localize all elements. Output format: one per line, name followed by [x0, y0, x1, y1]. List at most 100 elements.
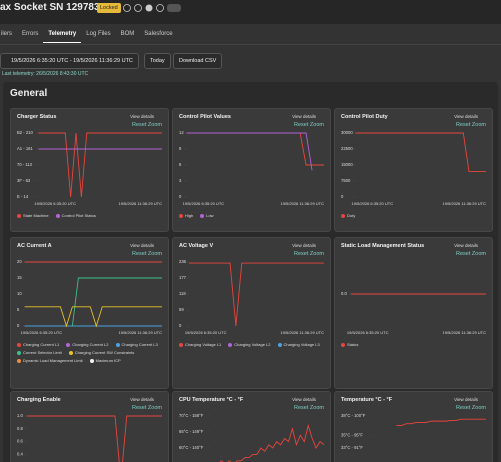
- reset-zoom[interactable]: Reset Zoom: [132, 122, 162, 128]
- view-details[interactable]: View details: [130, 114, 154, 119]
- date-range[interactable]: 19/5/2026 6:35:20 UTC - 19/5/2026 11:36:…: [0, 53, 139, 69]
- y-tick-label: 236: [179, 259, 187, 264]
- y-tick-label: 70°C - 158°F: [179, 413, 204, 418]
- reset-zoom[interactable]: Reset Zoom: [456, 251, 486, 257]
- y-tick-label: 1.0: [17, 413, 23, 418]
- legend-item[interactable]: Status: [341, 342, 358, 347]
- x-tick-label: 19/5/2026 11:36:29 UTC: [442, 201, 486, 206]
- view-details[interactable]: View details: [454, 114, 478, 119]
- y-tick-label: B2 - 210: [17, 130, 34, 135]
- legend-label: High: [185, 213, 194, 218]
- page-title: ax Socket SN 1297837: [0, 2, 106, 13]
- legend-item[interactable]: High: [179, 213, 193, 218]
- legend-dot: [89, 358, 94, 363]
- card-title: Control Pilot Values: [179, 114, 231, 120]
- y-tick-label: 0: [341, 194, 344, 199]
- card-title: AC Voltage V: [179, 243, 214, 249]
- legend-dot: [179, 213, 183, 218]
- y-tick-label: 0: [17, 323, 20, 328]
- view-details[interactable]: View details: [292, 397, 316, 402]
- y-tick-label: 10: [17, 291, 22, 296]
- legend-label: Status: [347, 342, 359, 347]
- chart-card: CPU Temperature °C - °F View details Reset…: [172, 391, 331, 462]
- legend-label: Low: [206, 213, 214, 218]
- legend: Charging Current L1 Charging Current L2 Ch…: [17, 342, 162, 363]
- y-tick-label: 33°C - 91°F: [341, 445, 363, 450]
- legend-label: Charging Current L3: [121, 342, 158, 347]
- reset-zoom[interactable]: Reset Zoom: [294, 251, 324, 257]
- legend-dot: [66, 342, 71, 347]
- legend-item[interactable]: Charging Current L3: [115, 342, 158, 347]
- y-tick-label: 0.4: [17, 452, 23, 457]
- plot: 236 177 118 59 0: [179, 259, 324, 328]
- legend-item[interactable]: Charging Voltage L2: [228, 342, 271, 347]
- y-tick-label: 12: [179, 130, 184, 135]
- legend-dot: [17, 350, 21, 355]
- reset-zoom[interactable]: Reset Zoom: [132, 251, 162, 257]
- view-details[interactable]: View details: [292, 243, 316, 248]
- legend-item[interactable]: Charging Current L2: [66, 342, 109, 347]
- tab[interactable]: ilers: [1, 31, 13, 37]
- today-button[interactable]: Today: [144, 53, 171, 69]
- y-tick-label: 3F - 63: [17, 178, 31, 183]
- legend-label: State Machine: [23, 213, 49, 218]
- legend-label: Charging Voltage L1: [185, 342, 222, 347]
- legend-item[interactable]: Charging Voltage L1: [179, 342, 221, 347]
- view-details[interactable]: View details: [292, 114, 316, 119]
- download-button[interactable]: Download CSV: [173, 53, 223, 69]
- view-details[interactable]: View details: [454, 243, 478, 248]
- legend-item[interactable]: State Machine: [17, 213, 49, 218]
- x-tick-label: 19/5/2026 6:35:20 UTC: [351, 201, 394, 206]
- legend-item[interactable]: Charging Current SW Constraints: [68, 350, 134, 355]
- series-line: [188, 262, 324, 327]
- legend-item[interactable]: Current Selector Limit: [17, 350, 62, 355]
- view-details[interactable]: View details: [454, 397, 478, 402]
- legend-dot: [17, 358, 21, 363]
- reset-zoom[interactable]: Reset Zoom: [294, 122, 324, 128]
- legend-label: Charging Voltage L2: [234, 342, 271, 347]
- reset-zoom[interactable]: Reset Zoom: [294, 405, 324, 411]
- series-line: [24, 306, 162, 328]
- x-tick-label: 19/5/2026 11:36:29 UTC: [118, 330, 162, 335]
- tab[interactable]: Errors: [22, 31, 39, 37]
- tab[interactable]: Log Files: [86, 31, 111, 37]
- x-tick-label: 19/5/2026 6:35:20 UTC: [184, 330, 227, 335]
- legend-item[interactable]: Dynamic Load Management Limit: [17, 358, 83, 363]
- reset-zoom[interactable]: Reset Zoom: [456, 122, 486, 128]
- plot: 0.0: [341, 291, 486, 296]
- y-tick-label: 0.8: [17, 426, 23, 431]
- reset-zoom[interactable]: Reset Zoom: [132, 405, 162, 411]
- legend-label: Maximum ICP: [95, 358, 121, 363]
- tabs: ilers Errors Telemetry Log Files BOM Salesfor…: [0, 31, 178, 43]
- reset-zoom[interactable]: Reset Zoom: [456, 405, 486, 411]
- legend-item[interactable]: Low: [200, 213, 214, 218]
- series-line: [186, 132, 324, 166]
- legend: State Machine Control Pilot Status: [17, 213, 162, 218]
- y-tick-label: 5: [17, 307, 20, 312]
- legend-item[interactable]: Charging Voltage L3: [277, 342, 320, 347]
- y-tick-label: 0.0: [341, 291, 347, 296]
- tab[interactable]: BOM: [120, 31, 135, 37]
- legend-dot: [55, 213, 60, 218]
- chart-card: Temperature °C - °F View details Reset Zoo…: [334, 391, 493, 462]
- series-line: [26, 415, 162, 462]
- plot: 38°C - 100°F 35°C - 95°F 33°C - 91°F: [341, 413, 486, 450]
- tab[interactable]: Telemetry: [43, 31, 82, 43]
- last-telemetry: Last telemetry: 26/5/2026 8:43:30 UTC: [2, 71, 89, 77]
- legend-item[interactable]: Control Pilot Status: [55, 213, 96, 218]
- legend-item[interactable]: Charging Current L1: [17, 342, 59, 347]
- y-tick-label: 0.6: [17, 439, 23, 444]
- section-title: General: [10, 88, 48, 99]
- legend-item[interactable]: Duty: [341, 213, 355, 218]
- legend-item[interactable]: Maximum ICP: [89, 358, 121, 363]
- icon: [145, 4, 153, 12]
- view-details[interactable]: View details: [130, 397, 154, 402]
- y-tick-label: 0: [179, 323, 182, 328]
- status-icons: [123, 4, 181, 12]
- chart-card: AC Voltage V View details Reset Zoom 236 177…: [172, 237, 331, 389]
- chart-card: Control Pilot Values View details Reset Zo…: [172, 108, 331, 232]
- tab[interactable]: Salesforce: [144, 31, 173, 37]
- legend: Status: [341, 342, 486, 347]
- view-details[interactable]: View details: [130, 243, 154, 248]
- y-tick-label: E - 14: [17, 194, 29, 199]
